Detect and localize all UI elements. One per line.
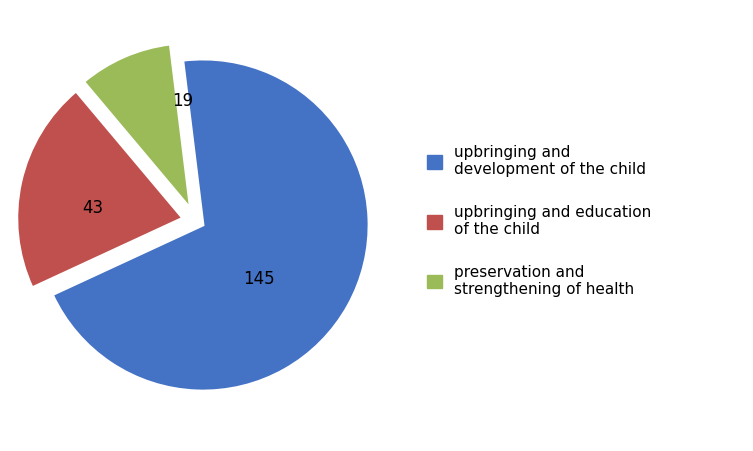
Text: 19: 19 xyxy=(172,92,193,110)
Wedge shape xyxy=(84,44,191,209)
Legend: upbringing and
development of the child, upbringing and education
of the child, : upbringing and development of the child,… xyxy=(419,137,659,305)
Text: 145: 145 xyxy=(243,270,275,288)
Wedge shape xyxy=(53,59,369,391)
Wedge shape xyxy=(17,91,183,288)
Text: 43: 43 xyxy=(82,199,103,217)
